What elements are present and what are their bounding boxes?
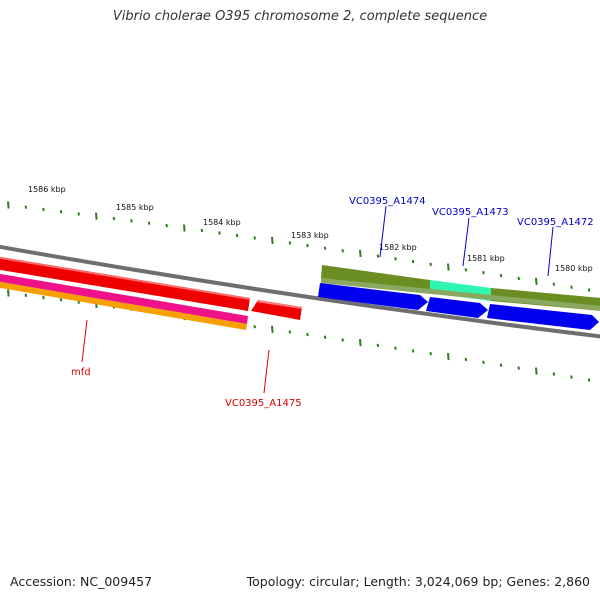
gene-label-vc0395-a1474[interactable]: VC0395_A1474 [349, 196, 426, 207]
minus-strand-features [0, 256, 302, 330]
inner-ruler-minor-tick [429, 352, 432, 356]
plus-strand-features [318, 265, 600, 330]
inner-ruler-major-tick [7, 289, 10, 297]
inner-ruler-minor-tick [341, 338, 344, 342]
chromosome-backbone [0, 244, 600, 339]
outer-ruler-minor-tick [165, 223, 168, 228]
inner-ruler-major-tick [447, 352, 450, 361]
inner-ruler-minor-tick [517, 366, 520, 370]
outer-ruler-minor-tick [235, 233, 239, 238]
ruler-label-1585: 1585 kbp [116, 203, 154, 212]
outer-ruler-minor-tick [306, 243, 309, 248]
outer-ruler-minor-tick [482, 270, 485, 275]
outer-ruler-minor-tick [429, 262, 432, 266]
outer-ruler-minor-tick [464, 268, 468, 272]
inner-ruler-minor-tick [464, 357, 468, 362]
outer-ruler-minor-tick [570, 285, 573, 289]
leader-mfd [81, 319, 88, 363]
inner-ruler-minor-tick [411, 349, 415, 353]
inner-ruler-minor-tick [587, 378, 591, 382]
mfd-feature-highlight [0, 256, 250, 300]
gene-label-mfd[interactable]: mfd [71, 367, 91, 378]
inner-ruler-minor-tick [499, 363, 503, 367]
outer-ruler-minor-tick [499, 273, 503, 278]
outer-ruler-minor-tick [77, 212, 80, 216]
outer-ruler-major-tick [535, 277, 538, 285]
outer-ruler-major-tick [95, 212, 98, 220]
outer-ruler-minor-tick [341, 249, 344, 253]
ruler-labels: 1586 kbp 1585 kbp 1584 kbp 1583 kbp 1582… [28, 185, 593, 273]
vc0395-a1474-feature[interactable] [318, 283, 428, 310]
outer-ruler-minor-tick [394, 257, 397, 261]
inner-ruler-minor-tick [323, 335, 327, 339]
outer-ruler-minor-tick [517, 276, 520, 281]
gene-label-vc0395-a1475[interactable]: VC0395_A1475 [225, 398, 302, 409]
ruler-label-1583: 1583 kbp [291, 231, 329, 240]
ruler-label-1580: 1580 kbp [555, 264, 593, 273]
gene-label-vc0395-a1473[interactable]: VC0395_A1473 [432, 207, 509, 218]
olive-feature-shade [321, 278, 600, 311]
gene-label-leaders [81, 205, 554, 394]
map-title: Vibrio cholerae O395 chromosome 2, compl… [112, 9, 488, 24]
magenta-feature[interactable] [0, 273, 248, 324]
inner-ruler-major-tick [535, 367, 538, 375]
ruler-label-1586: 1586 kbp [28, 185, 66, 194]
mfd-feature[interactable] [0, 256, 250, 311]
gene-label-vc0395-a1472[interactable]: VC0395_A1472 [517, 217, 594, 228]
outer-ruler-minor-tick [376, 254, 380, 258]
leader-vc0395-a1475 [263, 349, 270, 394]
ruler-label-1582: 1582 kbp [379, 243, 417, 252]
inner-ruler-minor-tick [376, 343, 380, 348]
inner-ruler-minor-tick [59, 298, 63, 302]
outer-ruler-minor-tick [552, 282, 556, 286]
inner-ruler-minor-tick [482, 360, 485, 364]
outer-ruler-minor-tick [147, 221, 151, 225]
inner-ruler-minor-tick [24, 293, 28, 297]
inner-ruler-minor-tick [306, 332, 309, 337]
inner-ruler-minor-tick [288, 330, 292, 334]
leader-vc0395-a1472 [547, 226, 554, 277]
outer-ruler-major-tick [359, 249, 362, 258]
leader-vc0395-a1474 [379, 205, 387, 258]
outer-ruler-ticks [7, 201, 591, 292]
inner-ruler-minor-tick [570, 375, 573, 379]
inner-ruler-minor-tick [552, 372, 556, 376]
leader-vc0395-a1473 [462, 217, 470, 267]
vc0395-a1475-highlight [256, 300, 302, 309]
inner-ruler-minor-tick [42, 295, 45, 300]
outer-ruler-minor-tick [587, 288, 591, 292]
ruler-label-1581: 1581 kbp [467, 254, 505, 263]
outer-ruler-major-tick [7, 201, 10, 209]
olive-feature-left[interactable] [321, 265, 430, 293]
outer-ruler-minor-tick [323, 246, 327, 250]
outer-ruler-minor-tick [59, 209, 63, 214]
vc0395-a1473-feature[interactable] [426, 297, 488, 318]
outer-ruler-minor-tick [130, 219, 133, 223]
outer-ruler-minor-tick [253, 236, 256, 240]
outer-ruler-major-tick [271, 236, 274, 245]
accession-label: Accession: NC_009457 [10, 574, 153, 589]
outer-ruler-major-tick [447, 263, 450, 271]
outer-ruler-major-tick [183, 224, 186, 232]
gene-labels: VC0395_A1474 VC0395_A1473 VC0395_A1472 m… [71, 196, 594, 409]
outer-ruler-minor-tick [411, 259, 415, 264]
outer-ruler-minor-tick [218, 231, 221, 235]
topology-label: Topology: circular; Length: 3,024,069 bp… [246, 574, 590, 589]
outer-ruler-minor-tick [112, 216, 116, 221]
vc0395-a1472-feature[interactable] [487, 304, 599, 330]
inner-ruler-major-tick [359, 339, 362, 347]
inner-ruler-major-tick [271, 325, 274, 333]
outer-ruler-minor-tick [42, 207, 45, 212]
ruler-label-1584: 1584 kbp [203, 218, 241, 227]
outer-ruler-minor-tick [288, 241, 292, 245]
inner-ruler-minor-tick [394, 346, 397, 350]
orange-feature[interactable] [0, 281, 247, 330]
outer-ruler-minor-tick [24, 205, 28, 209]
inner-ruler-minor-tick [253, 325, 256, 329]
outer-ruler-minor-tick [200, 228, 204, 233]
